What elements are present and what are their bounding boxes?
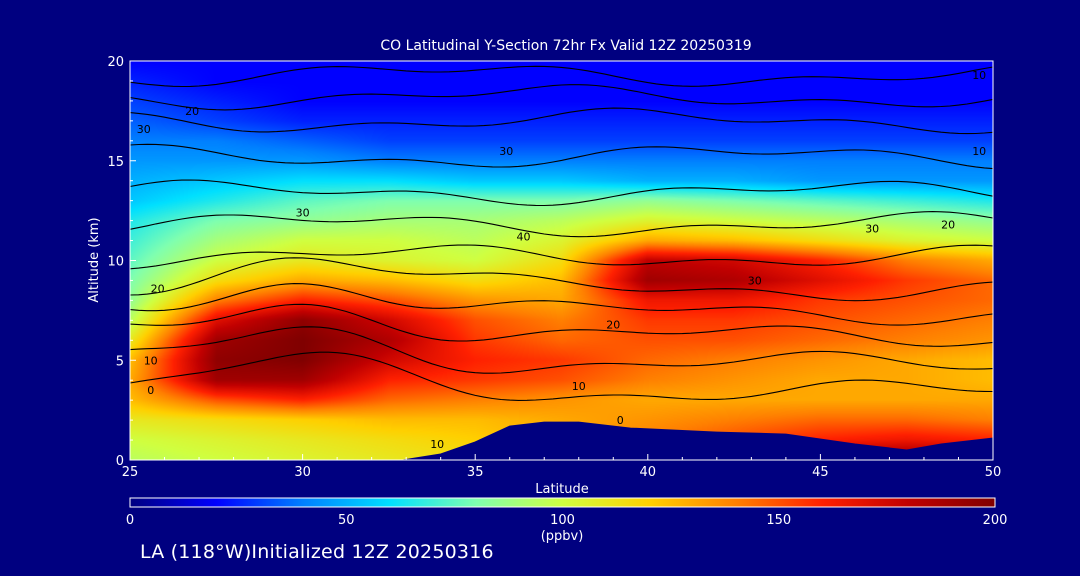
y-axis-label: Altitude (km) [87, 217, 102, 302]
footer-initialized-label: LA (118°W)Initialized 12Z 20250316 [140, 541, 494, 563]
x-axis: 25 30 35 40 45 50 [122, 454, 1002, 480]
x-tick-label: 40 [640, 465, 657, 480]
contour-label: 20 [941, 219, 955, 232]
contour-line [129, 244, 994, 270]
colorbar-units: (ppbv) [541, 529, 584, 544]
colorbar-tick-label: 50 [338, 513, 355, 528]
y-tick-label: 10 [107, 255, 124, 270]
contour-line [129, 143, 994, 170]
contour-label: 20 [151, 282, 165, 295]
contour-label: 20 [185, 105, 199, 118]
contour-labels: 0 10 20 20 30 30 30 40 30 20 10 0 10 30 20 10 10 [137, 69, 986, 451]
colorbar-tick-label: 100 [550, 513, 575, 528]
contour-label: 10 [572, 380, 586, 393]
y-tick-label: 0 [116, 454, 124, 469]
contour-label: 0 [617, 414, 624, 427]
x-tick-label: 50 [985, 465, 1002, 480]
x-tick-label: 45 [812, 465, 829, 480]
contour-line [129, 326, 994, 374]
contour-label: 30 [865, 223, 879, 236]
contour-label: 30 [137, 123, 151, 136]
chart-title: CO Latitudinal Y-Section 72hr Fx Valid 1… [380, 38, 751, 54]
contour-label: 30 [296, 207, 310, 220]
plot-area: 0 10 20 20 30 30 30 40 30 20 10 0 10 30 20 10 10 [129, 61, 994, 461]
contour-label: 10 [972, 69, 986, 82]
colorbar-strip [129, 497, 996, 508]
x-axis-label: Latitude [535, 482, 589, 497]
contour-line [129, 107, 994, 135]
y-tick-label: 20 [107, 55, 124, 70]
y-tick-label: 5 [116, 354, 124, 369]
contour-label: 10 [144, 354, 158, 367]
contour-line [129, 351, 994, 401]
contour-label: 40 [517, 231, 531, 244]
contour-lines [129, 65, 994, 401]
contour-line [129, 211, 994, 238]
x-tick-label: 30 [294, 465, 311, 480]
contour-line [129, 65, 994, 88]
y-tick-label: 15 [107, 155, 124, 170]
contour-label: 30 [499, 145, 513, 158]
contour-line [129, 257, 994, 302]
contour-label: 30 [748, 274, 762, 287]
contour-label: 10 [972, 145, 986, 158]
contour-line [129, 179, 994, 207]
colorbar-tick-label: 150 [766, 513, 791, 528]
co-concentration-field [130, 61, 993, 460]
colorbar-ticks: 0 50 100 150 200 [126, 513, 1008, 528]
contour-label: 10 [430, 438, 444, 451]
contour-label: 20 [606, 318, 620, 331]
colorbar-tick-label: 0 [126, 513, 134, 528]
contour-line [129, 283, 994, 326]
y-axis: 0 5 10 15 20 [107, 55, 136, 469]
x-tick-label: 35 [467, 465, 484, 480]
contour-label: 0 [147, 384, 154, 397]
x-tick-label: 25 [122, 465, 139, 480]
colorbar-tick-label: 200 [983, 513, 1008, 528]
colorbar: 0 50 100 150 200 (ppbv) [126, 497, 1008, 544]
contour-line [129, 84, 994, 111]
contour-line [129, 303, 994, 347]
